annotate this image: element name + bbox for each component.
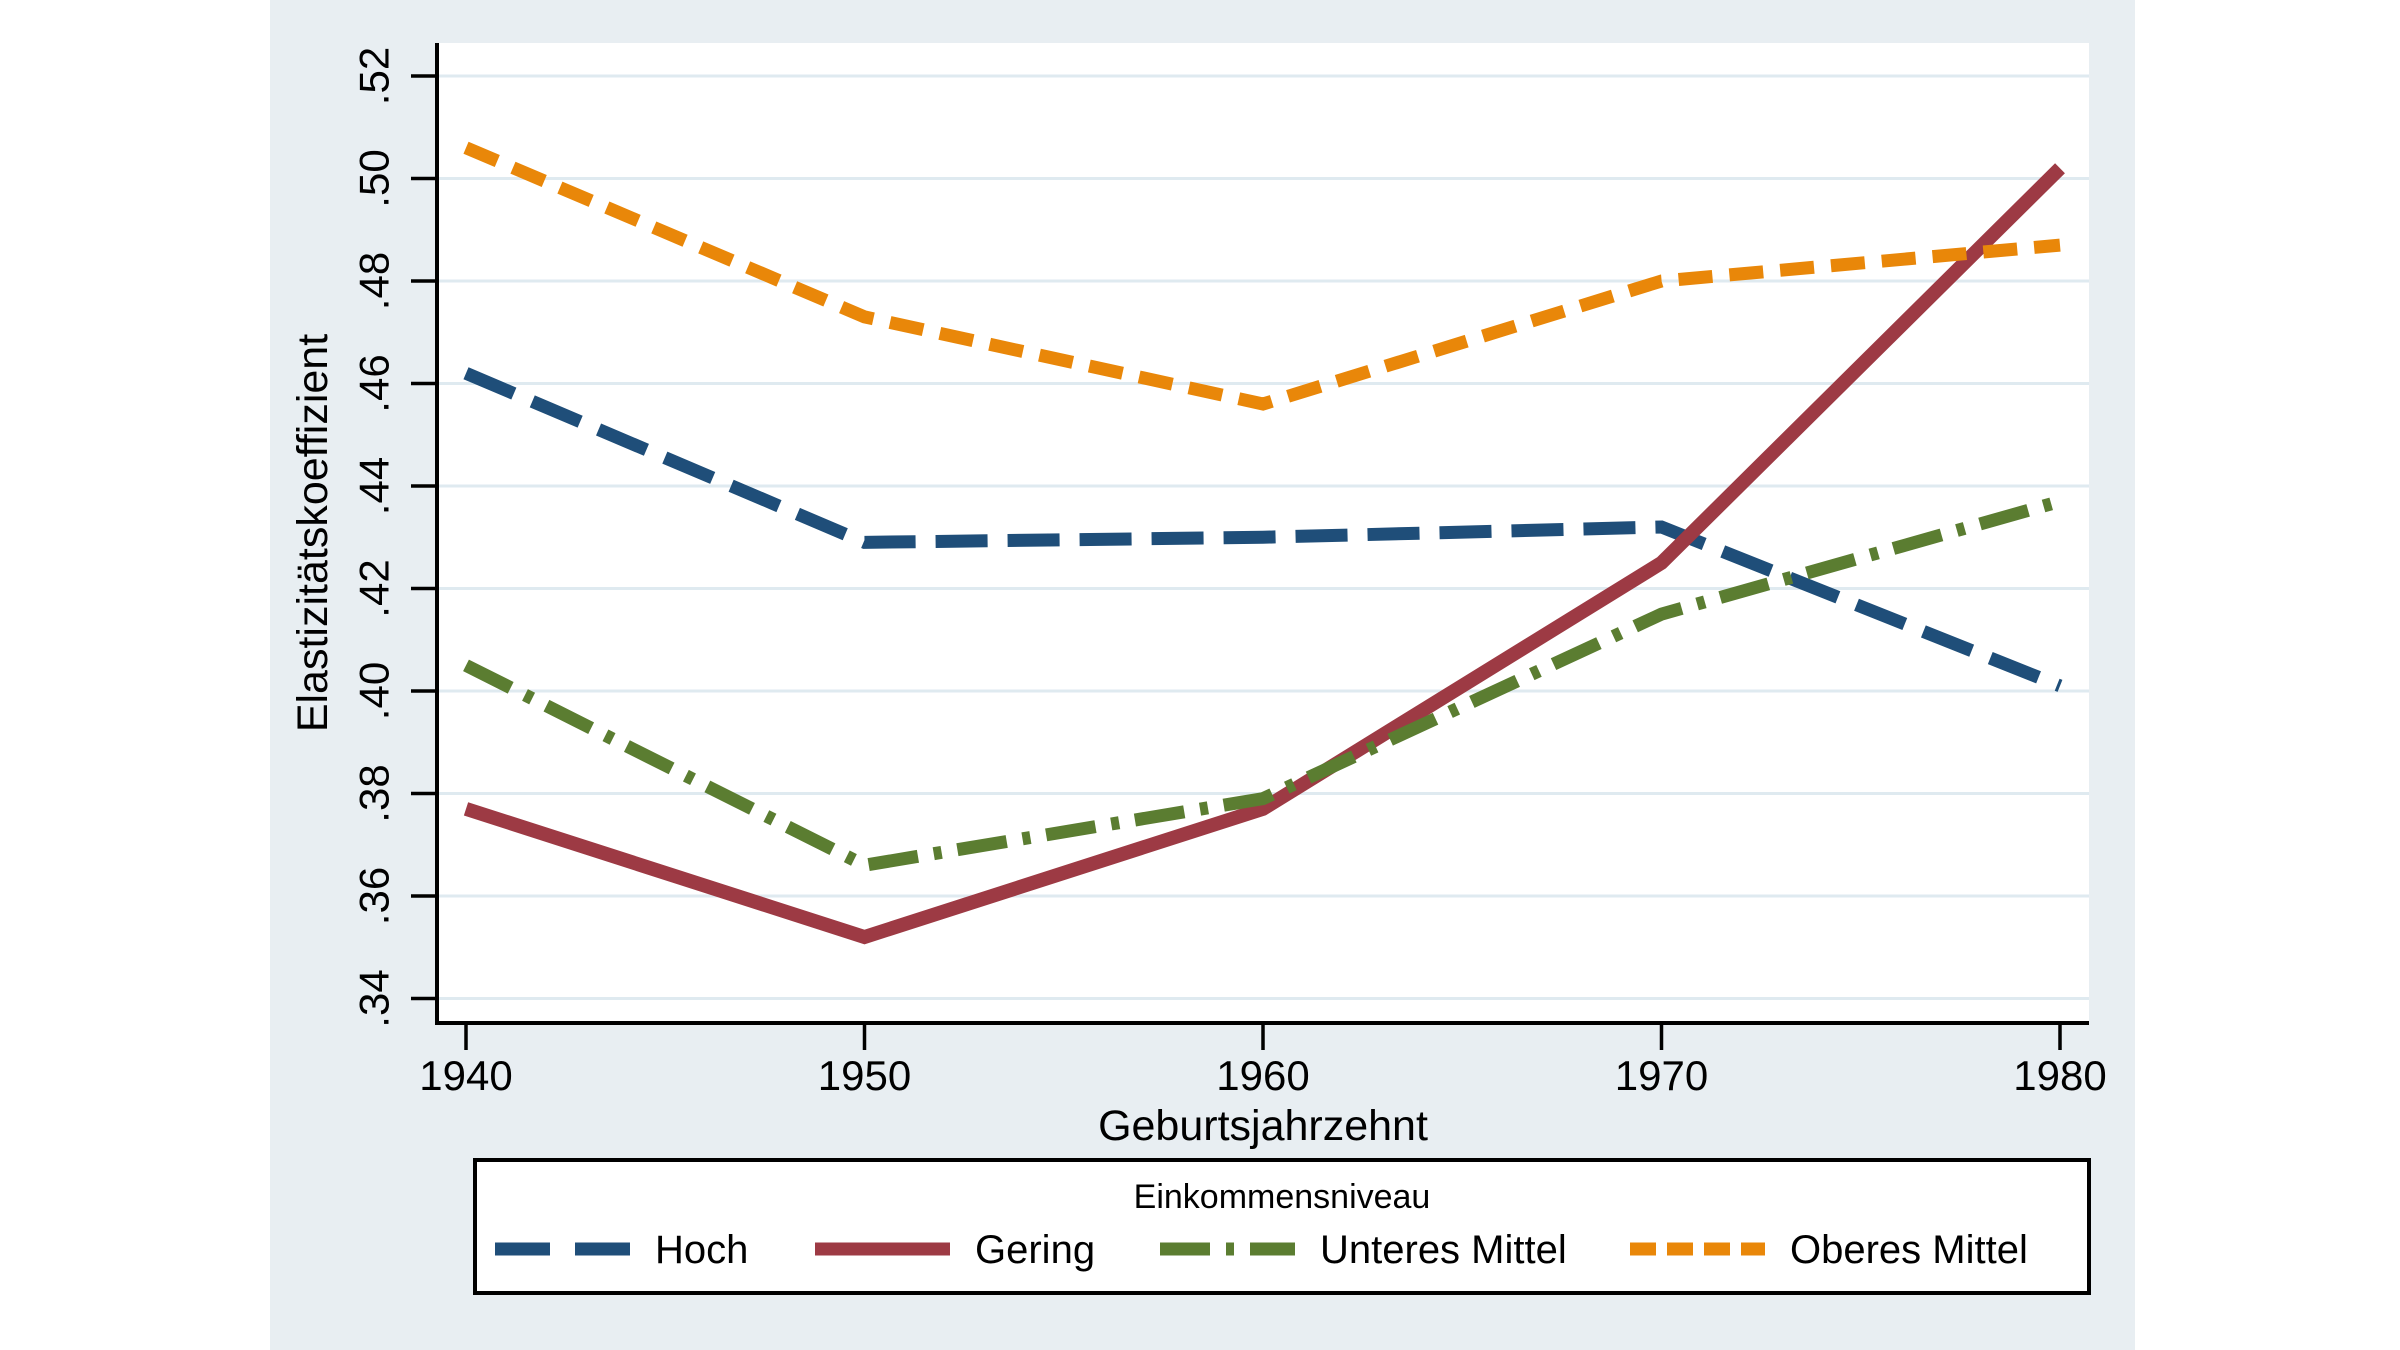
legend-title: Einkommensniveau	[1134, 1178, 1431, 1216]
legend-label: Unteres Mittel	[1320, 1228, 1567, 1272]
x-tick-label: 1980	[2013, 1052, 2106, 1099]
legend-label: Gering	[975, 1228, 1095, 1272]
series-line-gering	[463, 163, 2065, 945]
series-line-oberes-mittel	[463, 141, 2061, 411]
y-axis-title: Elastizitätskoeffizient	[289, 334, 337, 732]
legend-label: Hoch	[655, 1228, 748, 1272]
x-tick-label: 1970	[1615, 1052, 1708, 1099]
y-tick-label: .36	[351, 867, 398, 925]
y-tick-label: .42	[351, 559, 398, 617]
x-tick-label: 1960	[1216, 1052, 1309, 1099]
x-tick-label: 1940	[419, 1052, 512, 1099]
series-line-hoch	[463, 367, 2063, 692]
y-tick-label: .50	[351, 149, 398, 207]
axes-group: .34 .36 .38 .40 .42 .44 .46 .48 .50 .52 1940 1950 19…	[351, 43, 2107, 1099]
legend-label: Oberes Mittel	[1790, 1228, 2028, 1272]
x-axis-title: Geburtsjahrzehnt	[1098, 1102, 1428, 1150]
series-line-unteres-mittel	[463, 495, 2062, 873]
y-tick-label: .38	[351, 764, 398, 822]
x-tick-label: 1950	[818, 1052, 911, 1099]
legend-item: Gering	[815, 1228, 1095, 1272]
y-tick-label: .48	[351, 252, 398, 310]
y-tick-label: .40	[351, 662, 398, 720]
legend-items-group: Hoch Gering Unteres Mittel Oberes Mittel	[495, 1228, 2028, 1272]
legend-item: Oberes Mittel	[1630, 1228, 2028, 1272]
y-tick-label: .52	[351, 47, 398, 105]
series-group	[463, 141, 2065, 945]
legend-item: Unteres Mittel	[1160, 1228, 1567, 1272]
legend-box	[473, 1158, 2091, 1295]
y-tick-label: .34	[351, 969, 398, 1027]
y-tick-label: .44	[351, 457, 398, 515]
y-tick-label: .46	[351, 354, 398, 412]
legend-item: Hoch	[495, 1228, 748, 1272]
legend: Einkommensniveau Hoch Gering Unteres Mitte…	[473, 1158, 2091, 1295]
